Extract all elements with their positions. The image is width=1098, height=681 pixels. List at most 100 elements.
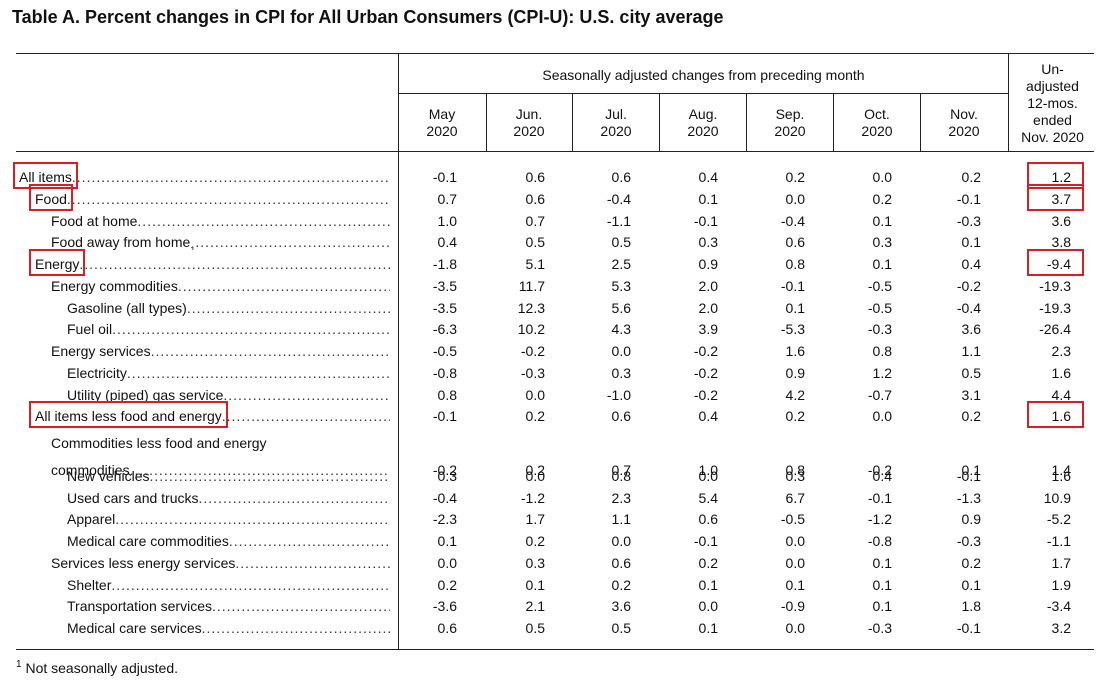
value-cell: 0.1	[785, 576, 805, 593]
table-row: Transportation services -3.6 2.1 3.6 0.0 -0.9…	[0, 593, 1098, 614]
leader-dots	[72, 169, 390, 185]
value-cell: 3.6	[961, 321, 981, 338]
value-cell: 5.4	[698, 489, 718, 506]
value-cell: -0.8	[867, 533, 892, 549]
value-cell: 0.1	[437, 533, 457, 549]
value-cell: 0.0	[785, 190, 805, 207]
value-cell: 0.7	[611, 462, 631, 478]
value-cell: -0.4	[780, 212, 805, 229]
row-label-text: All items	[19, 169, 72, 185]
year-label: 2020	[948, 122, 980, 139]
value-cell: 0.3	[611, 364, 631, 381]
value-cell: 0.0	[525, 386, 545, 403]
value-cell: 0.1	[698, 620, 718, 636]
header-span-rule	[399, 93, 1008, 94]
footnote-mark: 1	[16, 659, 22, 670]
value-cell: 0.1	[698, 576, 718, 593]
row-label: Electricity	[0, 360, 390, 381]
value-cell: -0.2	[867, 462, 892, 478]
row-label-text: Energy services	[51, 343, 151, 359]
value-cell: -0.3	[520, 364, 545, 381]
value-cell: -6.3	[432, 321, 457, 338]
unadjusted-value-cell: 1.2	[1051, 169, 1071, 185]
value-cell: 0.2	[525, 462, 545, 478]
table-row: Electricity -0.8 -0.3 0.3 -0.2 0.9 1.2 0.5 1.6	[0, 360, 1098, 381]
leader-dots	[202, 620, 390, 636]
value-cell: 0.0	[872, 408, 892, 425]
value-cell: -0.5	[867, 299, 892, 316]
unadjusted-header-line: ended	[1033, 111, 1072, 128]
row-label: Apparel	[0, 506, 390, 527]
table-row: New vehicles 0.3 0.0 0.8 0.0 0.3 0.4 -0.1 1.6	[0, 463, 1098, 484]
value-cell: 3.1	[961, 386, 981, 403]
value-cell: 0.0	[785, 533, 805, 549]
table-row: Medical care commodities 0.1 0.2 0.0 -0.1 0.0…	[0, 528, 1098, 549]
value-cell: 0.6	[611, 408, 631, 425]
value-cell: 1.7	[525, 511, 545, 528]
value-cell: -0.8	[432, 364, 457, 381]
value-cell: 0.8	[437, 386, 457, 403]
value-cell: -0.2	[693, 386, 718, 403]
unadjusted-header-line: adjusted	[1026, 77, 1079, 94]
value-cell: 12.3	[517, 299, 545, 316]
value-cell: -1.0	[606, 386, 631, 403]
value-cell: 0.0	[698, 598, 718, 615]
month-label: Oct.	[864, 105, 890, 122]
value-cell: 0.0	[437, 554, 457, 571]
value-cell: 5.6	[611, 299, 631, 316]
value-cell: 3.9	[698, 321, 718, 338]
value-cell: -0.1	[432, 408, 457, 425]
table-row: Food at home 1.0 0.7 -1.1 -0.1 -0.4 0.1 -0.3 3.6	[0, 208, 1098, 229]
value-cell: -0.3	[956, 533, 981, 549]
leader-dots	[151, 343, 390, 359]
value-cell: 0.1	[525, 576, 545, 593]
value-cell: 0.1	[961, 234, 981, 251]
unadjusted-header: Un-adjusted 12-mos. ended Nov. 2020	[1009, 55, 1096, 151]
value-cell: 0.1	[872, 256, 892, 272]
value-cell: 0.6	[525, 190, 545, 207]
row-label: Fuel oil	[0, 316, 390, 337]
value-cell: -0.5	[867, 277, 892, 294]
unadjusted-value-cell: 1.6	[1051, 408, 1071, 425]
unadjusted-value-cell: -19.3	[1039, 299, 1071, 316]
value-cell: 0.6	[611, 554, 631, 571]
table-top-rule	[16, 53, 1094, 54]
unadjusted-value-cell: -1.1	[1046, 533, 1071, 549]
value-cell: -3.5	[432, 299, 457, 316]
leader-dots	[235, 555, 390, 571]
row-label: All items less food and energy	[0, 403, 390, 424]
unadjusted-value-cell: 3.2	[1051, 620, 1071, 636]
value-cell: -0.1	[780, 277, 805, 294]
row-label: Medical care services	[0, 615, 390, 636]
value-cell: 11.7	[518, 277, 545, 294]
unadjusted-value-cell: 3.8	[1051, 234, 1071, 251]
value-cell: -0.1	[867, 489, 892, 506]
value-cell: 0.5	[611, 620, 631, 636]
leader-dots	[178, 278, 390, 294]
value-cell: 0.8	[785, 462, 805, 478]
value-cell: 0.4	[961, 256, 981, 272]
value-cell: 0.5	[525, 234, 545, 251]
year-label: 2020	[513, 122, 545, 139]
value-cell: -3.5	[432, 277, 457, 294]
value-cell: 0.3	[698, 234, 718, 251]
unadjusted-value-cell: 3.7	[1051, 190, 1071, 207]
month-label: May	[428, 105, 456, 122]
unadjusted-value-highlight	[1027, 162, 1084, 189]
month-column-divider	[920, 93, 921, 151]
row-label: Gasoline (all types)	[0, 295, 390, 316]
value-cell: -2.3	[432, 511, 457, 528]
row-label: Services less energy services	[0, 550, 390, 571]
unadjusted-header-line: Un-	[1041, 60, 1064, 77]
row-label: Energy commodities	[0, 273, 390, 294]
table-row: Food 0.7 0.6 -0.4 0.1 0.0 0.2 -0.1 3.7	[0, 186, 1098, 207]
value-cell: 1.8	[961, 598, 981, 615]
value-cell: -1.2	[867, 511, 892, 528]
value-cell: -0.2	[693, 364, 718, 381]
value-cell: 1.1	[961, 343, 981, 359]
table-row: Shelter 0.2 0.1 0.2 0.1 0.1 0.1 0.1 1.9	[0, 572, 1098, 593]
row-label-text: Fuel oil	[67, 321, 113, 338]
row-label-highlight	[29, 401, 228, 429]
value-cell: 2.5	[611, 256, 631, 272]
